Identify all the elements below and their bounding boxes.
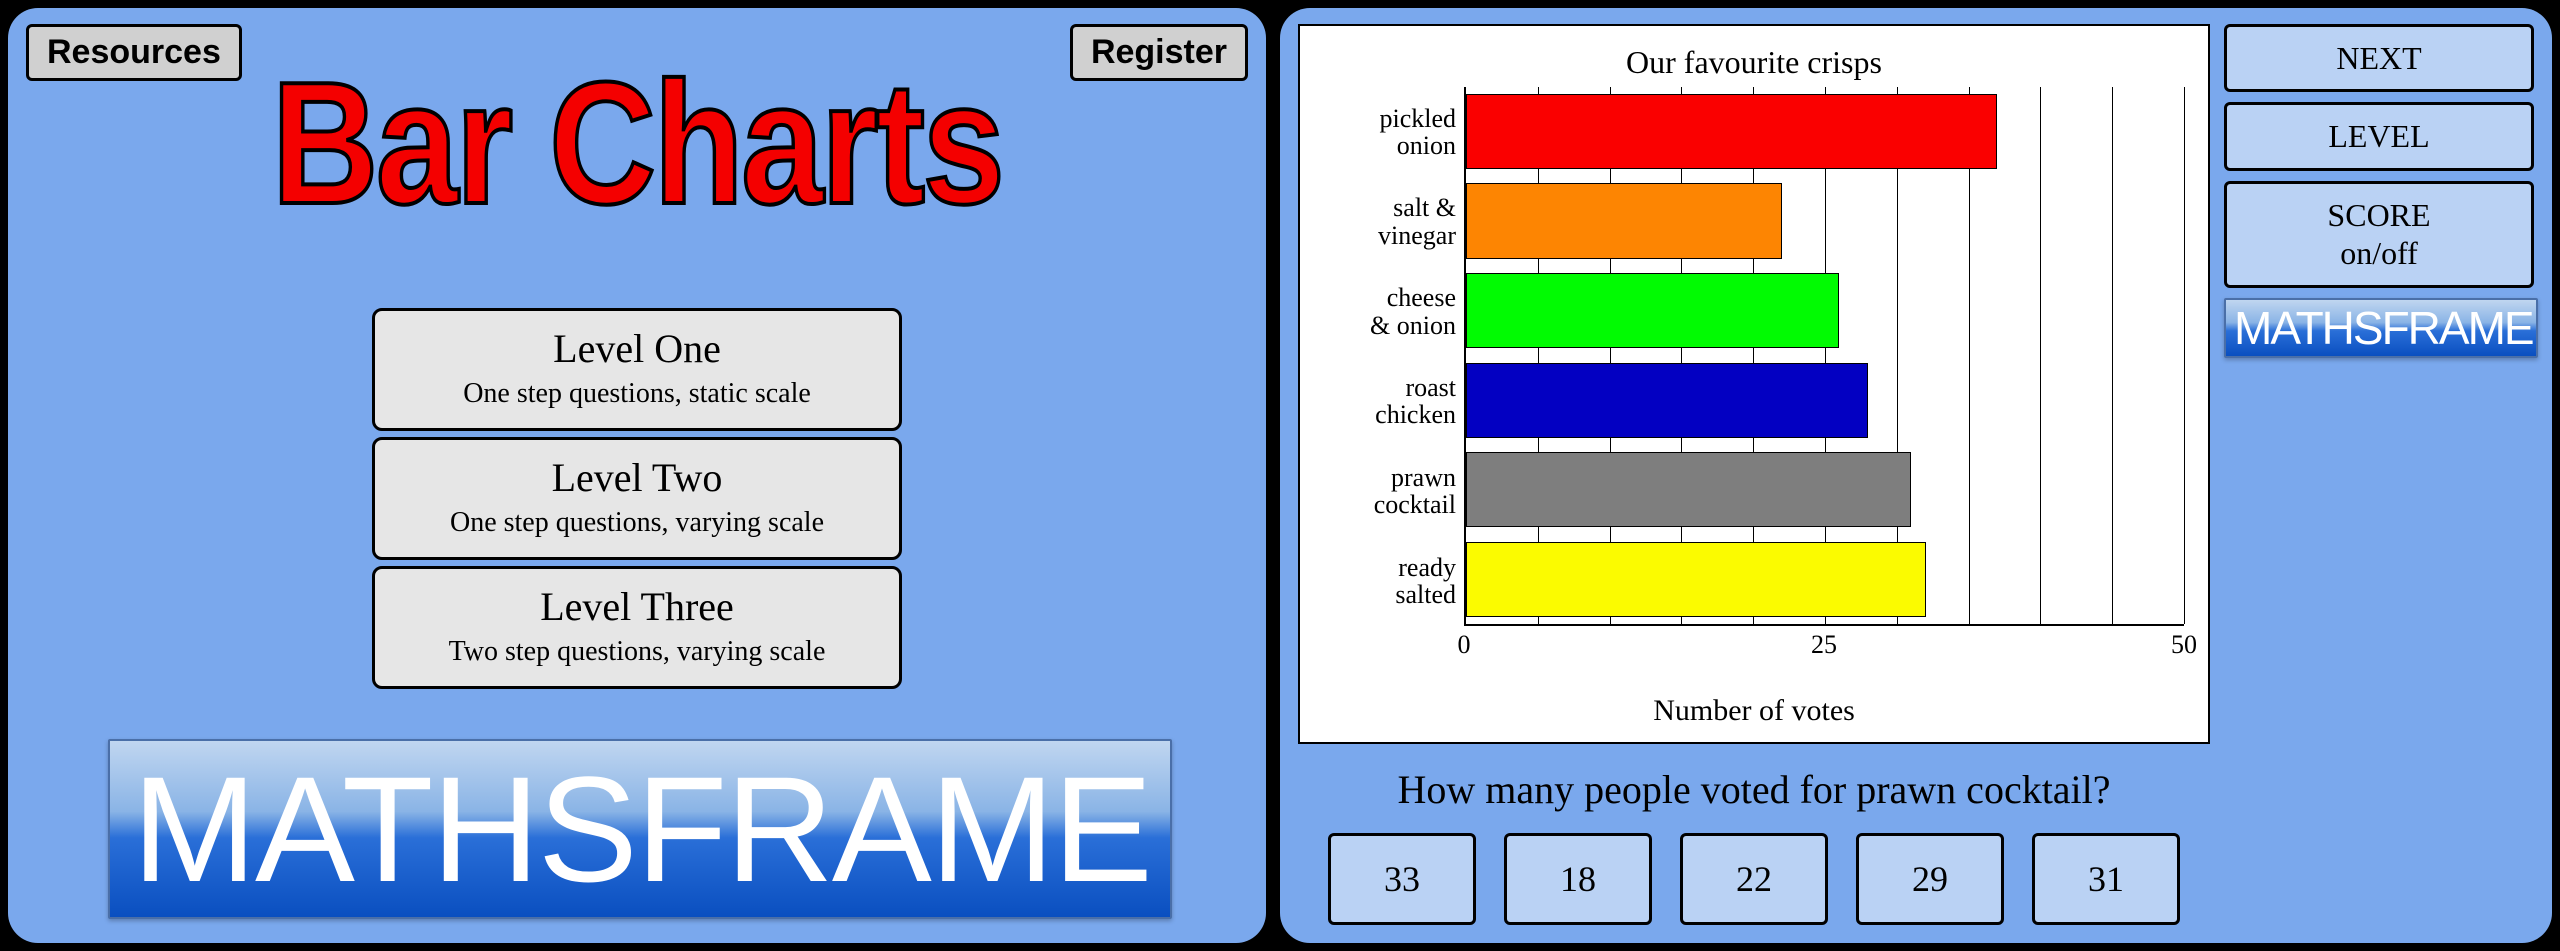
chart-gridline-minor (2112, 87, 2113, 624)
chart-xtick: 0 (1458, 630, 1471, 660)
chart-bar (1466, 183, 1782, 258)
bar-chart: Our favourite crisps pickled onionsalt &… (1298, 24, 2210, 744)
level-button[interactable]: LEVEL (2224, 102, 2534, 170)
answer-button[interactable]: 31 (2032, 833, 2180, 925)
chart-ylabel: prawn cocktail (1324, 446, 1456, 536)
page-title: Bar Charts (102, 56, 1171, 230)
chart-ylabel: salt & vinegar (1324, 177, 1456, 267)
logo-main-text: MATHSFRAME (110, 741, 1172, 917)
level-subtitle: One step questions, static scale (385, 378, 889, 410)
mathsframe-logo-small: MATHSFRAME .CO.UK (2224, 298, 2538, 358)
logo-main-text: MATHSFRAME (2226, 300, 2538, 356)
menu-panel: Resources Register Bar Charts Level One … (8, 8, 1266, 943)
level-one-button[interactable]: Level One One step questions, static sca… (372, 308, 902, 431)
answer-button[interactable]: 22 (1680, 833, 1828, 925)
chart-ylabel: roast chicken (1324, 356, 1456, 446)
chart-bar (1466, 542, 1926, 617)
next-button[interactable]: NEXT (2224, 24, 2534, 92)
chart-ylabel: cheese & onion (1324, 267, 1456, 357)
level-title: Level Two (385, 454, 889, 501)
chart-bar (1466, 452, 1911, 527)
score-toggle-button[interactable]: SCORE on/off (2224, 181, 2534, 288)
chart-xtick: 25 (1811, 630, 1837, 660)
chart-ylabel: pickled onion (1324, 87, 1456, 177)
chart-bar (1466, 273, 1839, 348)
chart-ylabel: ready salted (1324, 536, 1456, 626)
level-selector: Level One One step questions, static sca… (372, 308, 902, 689)
answer-button[interactable]: 33 (1328, 833, 1476, 925)
chart-bar (1466, 94, 1997, 169)
chart-bar (1466, 363, 1868, 438)
level-title: Level One (385, 325, 889, 372)
answer-button[interactable]: 29 (1856, 833, 2004, 925)
level-title: Level Three (385, 583, 889, 630)
level-subtitle: One step questions, varying scale (385, 507, 889, 539)
chart-gridline-minor (2040, 87, 2041, 624)
level-two-button[interactable]: Level Two One step questions, varying sc… (372, 437, 902, 560)
level-three-button[interactable]: Level Three Two step questions, varying … (372, 566, 902, 689)
chart-title: Our favourite crisps (1324, 44, 2184, 81)
game-panel: Our favourite crisps pickled onionsalt &… (1280, 8, 2552, 943)
chart-xtick: 50 (2171, 630, 2197, 660)
level-subtitle: Two step questions, varying scale (385, 636, 889, 668)
question-text: How many people voted for prawn cocktail… (1298, 766, 2210, 813)
mathsframe-logo: MATHSFRAME .CO.UK (108, 739, 1172, 919)
chart-gridline (2184, 87, 2185, 624)
answer-button[interactable]: 18 (1504, 833, 1652, 925)
answer-row: 33 18 22 29 31 (1298, 833, 2210, 925)
chart-xlabel: Number of votes (1324, 694, 2184, 728)
